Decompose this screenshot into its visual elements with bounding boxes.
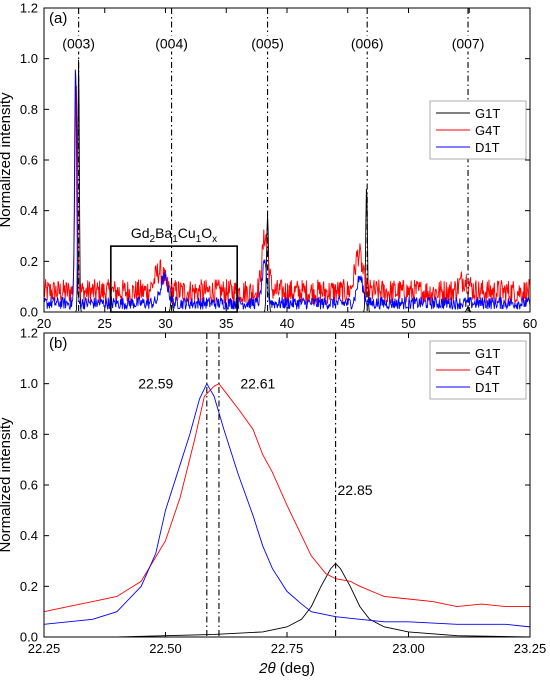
- series-line-g1t: [44, 59, 530, 312]
- x-tick-label: 30: [158, 316, 172, 331]
- legend-label-d1t: D1T: [475, 380, 500, 395]
- x-tick-label: 35: [219, 316, 233, 331]
- y-tick-label: 1.0: [20, 376, 38, 391]
- panel-a: 20 25 30 35 40 45 50 55 60 0.0 0.2 0.4 0.6 0.8 1.0 1.2 N…: [0, 1, 537, 332]
- impurity-box-label: Gd2Ba1Cu1Ox: [131, 225, 217, 245]
- x-tick-label: 23.25: [514, 641, 547, 656]
- x-tick-label: 45: [341, 316, 355, 331]
- y-tick-label: 0.2: [20, 254, 38, 269]
- formula-part: 2: [150, 234, 156, 245]
- series-line-d1t: [44, 69, 530, 311]
- peak-label: (006): [351, 36, 384, 52]
- peak-label: (007): [452, 36, 485, 52]
- formula-part: O: [201, 225, 212, 241]
- peak-label-bg: [61, 35, 96, 52]
- peak-label-bg: [349, 35, 385, 52]
- y-axis-label: Normalized intensity: [0, 417, 14, 553]
- peak-position-label: 22.59: [138, 376, 173, 392]
- y-tick-label: 0.4: [20, 528, 38, 543]
- legend-label-d1t: D1T: [475, 140, 500, 155]
- impurity-box: [110, 245, 238, 313]
- formula-part: Cu: [178, 225, 196, 241]
- x-axis-unit: (deg): [276, 660, 315, 677]
- x-tick-label: 20: [37, 316, 51, 331]
- x-tick-label: 50: [401, 316, 415, 331]
- x-axis-label: 2θ (deg): [258, 660, 315, 677]
- peak-label: (005): [251, 36, 284, 52]
- y-tick-label: 0.2: [20, 579, 38, 594]
- y-tick-label: 0.6: [20, 153, 38, 168]
- plot-area: [44, 382, 530, 637]
- x-tick-label: 23.00: [392, 641, 425, 656]
- formula-part: x: [212, 234, 217, 245]
- x-tick-label: 22.25: [28, 641, 61, 656]
- peak-position-label: 22.61: [240, 376, 275, 392]
- y-tick-label: 1.0: [20, 51, 38, 66]
- legend-label-g4t: G4T: [475, 363, 500, 378]
- x-tick-label: 60: [523, 316, 537, 331]
- x-tick-label: 22.50: [149, 641, 182, 656]
- series-line-g1t: [44, 562, 530, 637]
- y-tick-label: 1.2: [20, 1, 38, 16]
- panel-label: (b): [49, 335, 67, 352]
- peak-position-label: 22.85: [338, 482, 373, 498]
- peak-label: (003): [62, 36, 95, 52]
- y-tick-label: 0.6: [20, 478, 38, 493]
- y-axis-label: Normalized intensity: [0, 92, 14, 228]
- y-tick-label: 1.2: [20, 326, 38, 341]
- x-axis-symbol: 2θ: [258, 660, 275, 677]
- peak-label-bg: [450, 35, 486, 52]
- legend-label-g1t: G1T: [475, 106, 500, 121]
- x-tick-label: 40: [280, 316, 294, 331]
- x-tick-label: 25: [98, 316, 112, 331]
- axes-frame: [43, 7, 531, 313]
- peak-label-bg: [250, 35, 285, 52]
- x-tick-label: 55: [462, 316, 476, 331]
- x-tick-label: 22.75: [271, 641, 304, 656]
- y-tick-label: 0.0: [20, 305, 38, 320]
- y-tick-label: 0.8: [20, 102, 38, 117]
- y-tick-label: 0.0: [20, 630, 38, 645]
- legend-label-g1t: G1T: [475, 346, 500, 361]
- plot-area: [44, 59, 530, 312]
- formula-part: Gd: [131, 225, 150, 241]
- series-line-d1t: [44, 382, 530, 628]
- y-tick-label: 0.8: [20, 427, 38, 442]
- legend-box: [429, 340, 527, 400]
- legend-label-g4t: G4T: [475, 123, 500, 138]
- formula-part: 1: [172, 234, 178, 245]
- y-tick-label: 0.4: [20, 203, 38, 218]
- panel-label: (a): [49, 10, 67, 27]
- series-line-g4t: [44, 383, 530, 613]
- formula-part: 1: [196, 234, 202, 245]
- peak-label-bg: [154, 35, 189, 52]
- panel-b: 22.25 22.50 22.75 23.00 23.25 0.0 0.2 0.4 0.6 0.8…: [0, 326, 546, 678]
- formula-part: Ba: [155, 225, 172, 241]
- peak-label: (004): [155, 36, 188, 52]
